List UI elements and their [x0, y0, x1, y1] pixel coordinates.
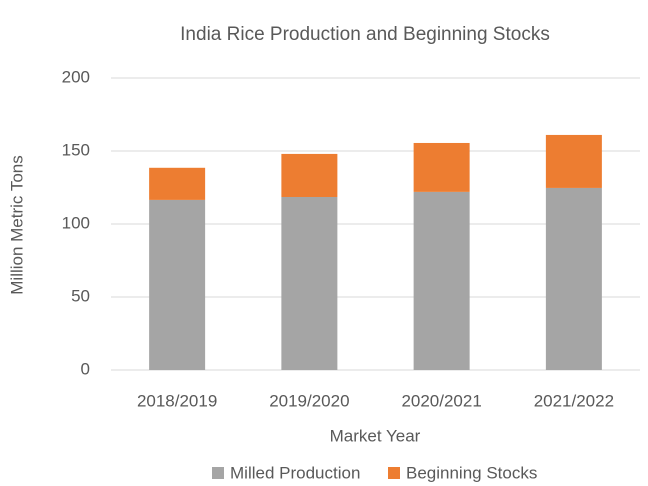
- x-axis-title: Market Year: [330, 426, 421, 445]
- y-tick-label: 150: [62, 140, 90, 159]
- x-tick-label: 2019/2020: [269, 391, 349, 410]
- bar-segment: [149, 199, 206, 370]
- y-tick-label: 0: [81, 359, 90, 378]
- y-tick-label: 50: [71, 286, 90, 305]
- y-axis-title: Million Metric Tons: [7, 155, 26, 295]
- bar-segment: [413, 191, 470, 370]
- legend-swatch: [212, 467, 224, 479]
- chart-title: India Rice Production and Beginning Stoc…: [180, 24, 550, 45]
- bar-segment: [545, 134, 602, 188]
- legend-swatch: [388, 467, 400, 479]
- bar-segment: [545, 187, 602, 370]
- x-tick-label: 2020/2021: [401, 391, 481, 410]
- y-tick-label: 100: [62, 213, 90, 232]
- legend-label: Beginning Stocks: [406, 463, 537, 482]
- bar-segment: [413, 142, 470, 192]
- x-tick-label: 2021/2022: [534, 391, 614, 410]
- y-tick-label: 200: [62, 67, 90, 86]
- x-tick-label: 2018/2019: [137, 391, 217, 410]
- bar-segment: [281, 196, 338, 370]
- legend-label: Milled Production: [230, 463, 360, 482]
- bar-segment: [149, 167, 206, 200]
- bar-segment: [281, 153, 338, 197]
